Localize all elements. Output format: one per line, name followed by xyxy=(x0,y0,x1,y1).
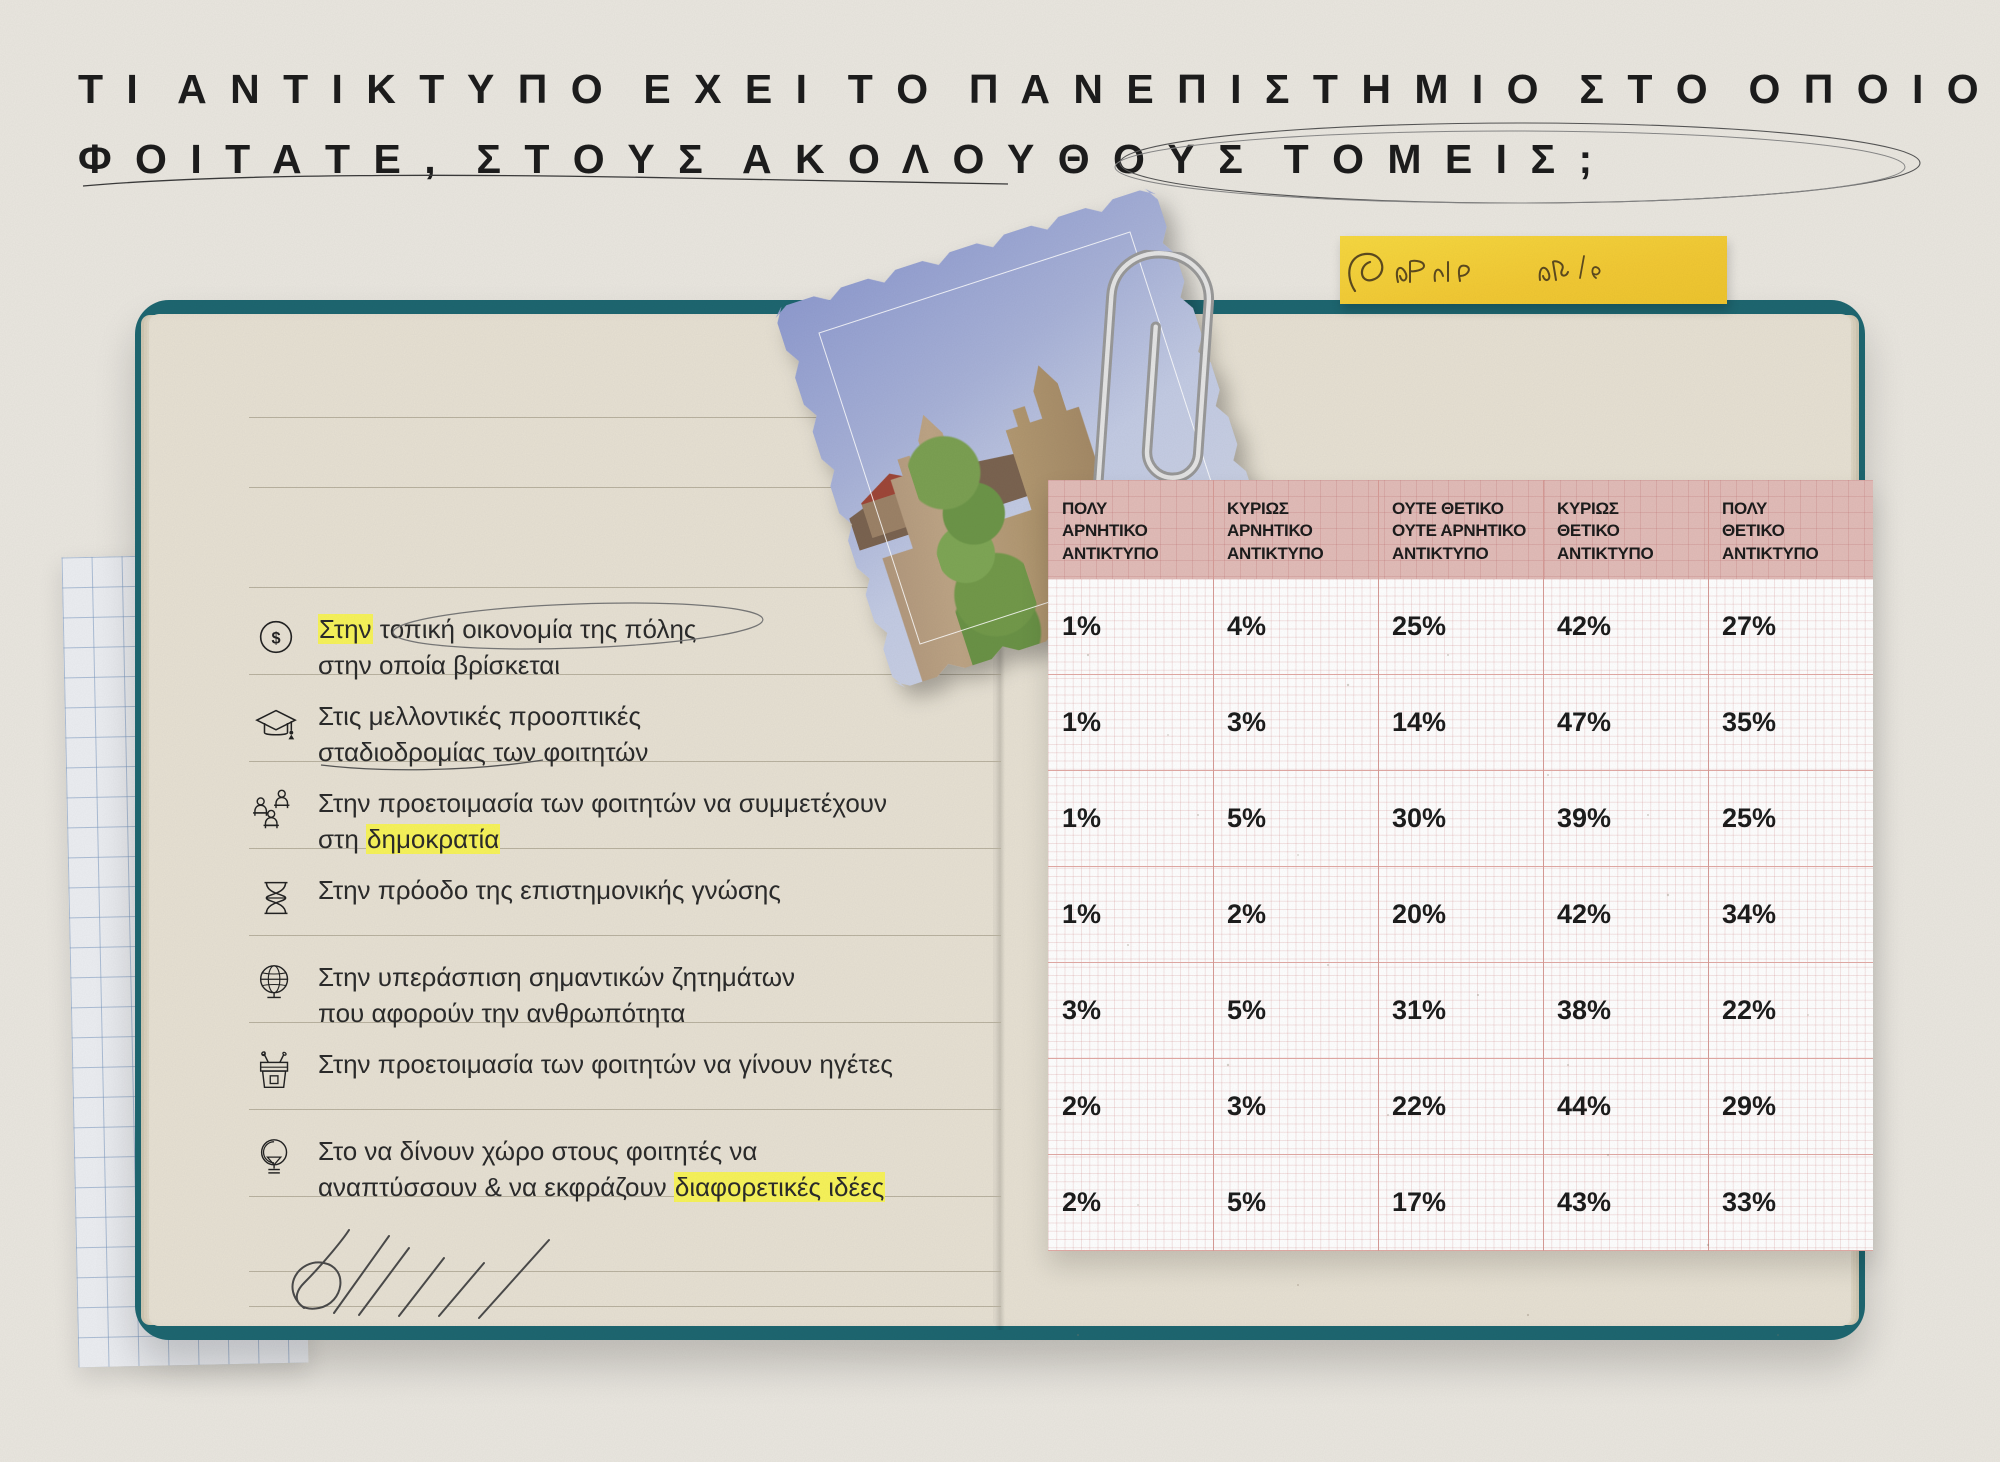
svg-text:$: $ xyxy=(271,630,280,648)
